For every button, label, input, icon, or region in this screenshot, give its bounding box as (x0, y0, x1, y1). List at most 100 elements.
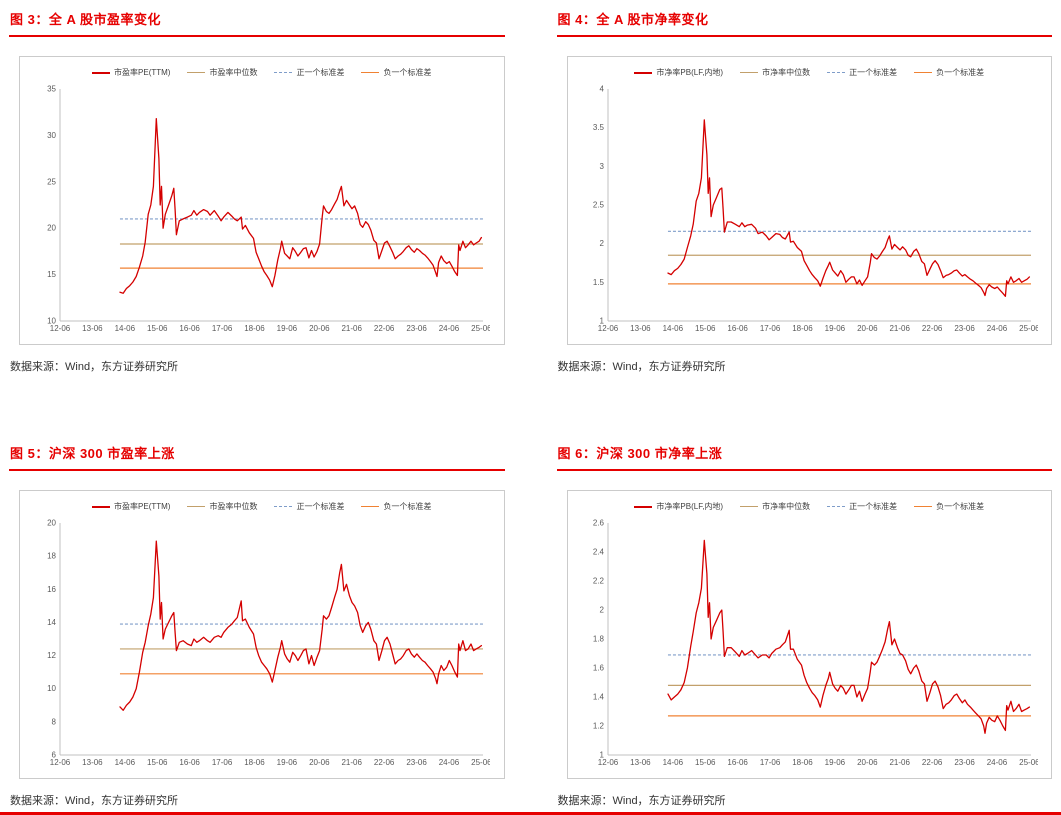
svg-text:15-06: 15-06 (695, 758, 716, 767)
svg-text:1: 1 (599, 751, 604, 760)
legend-item: 市净率中位数 (740, 67, 810, 78)
svg-text:16-06: 16-06 (727, 758, 748, 767)
chart-box: 市盈率PE(TTM) 市盈率中位数 正一个标准差 负一个标准差 10 15 20 25… (19, 56, 505, 345)
svg-text:15-06: 15-06 (147, 758, 168, 767)
svg-text:12-06: 12-06 (50, 324, 71, 333)
svg-text:2: 2 (599, 606, 604, 615)
chart-legend: 市盈率PE(TTM) 市盈率中位数 正一个标准差 负一个标准差 (30, 67, 494, 78)
svg-text:15-06: 15-06 (695, 324, 716, 333)
median-line-swatch-icon (740, 72, 759, 73)
svg-text:18-06: 18-06 (792, 758, 813, 767)
svg-text:20: 20 (47, 519, 56, 528)
legend-label: 市盈率中位数 (209, 502, 258, 511)
svg-text:14-06: 14-06 (662, 324, 683, 333)
svg-text:13-06: 13-06 (630, 324, 651, 333)
legend-label: 市盈率中位数 (209, 68, 258, 77)
svg-text:2.5: 2.5 (592, 201, 604, 210)
svg-text:18-06: 18-06 (244, 324, 265, 333)
figure-4-panel: 图 4：全 A 股市净率变化 市净率PB(LF,内地) 市净率中位数 正一个标准… (556, 8, 1052, 374)
minus-std-swatch-icon (361, 72, 380, 73)
svg-text:2: 2 (599, 239, 604, 248)
chart-box: 市净率PB(LF,内地) 市净率中位数 正一个标准差 负一个标准差 1 1.5 2 2… (566, 56, 1052, 345)
data-source: 数据来源：Wind，东方证券研究所 (10, 361, 179, 373)
legend-label: 负一个标准差 (936, 502, 985, 511)
svg-text:2.4: 2.4 (592, 548, 604, 557)
chart-canvas: 1 1.5 2 2.5 3 3.5 4 12-06 13-06 14-06 15-06 16-06 17… (592, 85, 1037, 334)
figure-title: 图 4：全 A 股市净率变化 (556, 8, 1052, 37)
legend-label: 负一个标准差 (383, 68, 432, 77)
svg-text:17-06: 17-06 (759, 758, 780, 767)
svg-text:3: 3 (599, 162, 604, 171)
legend-item: 正一个标准差 (827, 501, 897, 512)
svg-text:3.5: 3.5 (592, 123, 604, 132)
svg-text:1.2: 1.2 (592, 722, 604, 731)
svg-text:1.5: 1.5 (592, 278, 604, 287)
svg-text:12-06: 12-06 (50, 758, 71, 767)
svg-text:25-06: 25-06 (471, 324, 490, 333)
legend-item: 市盈率PE(TTM) (92, 501, 170, 512)
legend-label: 市净率中位数 (762, 502, 811, 511)
svg-text:13-06: 13-06 (82, 324, 103, 333)
median-line-swatch-icon (187, 72, 206, 73)
svg-text:17-06: 17-06 (212, 324, 233, 333)
legend-label: 正一个标准差 (849, 502, 898, 511)
median-line-swatch-icon (740, 506, 759, 507)
svg-text:19-06: 19-06 (277, 758, 298, 767)
svg-text:16: 16 (47, 585, 56, 594)
svg-text:19-06: 19-06 (277, 324, 298, 333)
svg-text:23-06: 23-06 (954, 324, 975, 333)
svg-text:23-06: 23-06 (954, 758, 975, 767)
svg-text:25-06: 25-06 (471, 758, 490, 767)
chart-box: 市净率PB(LF,内地) 市净率中位数 正一个标准差 负一个标准差 1 1.2 1.… (566, 490, 1052, 779)
svg-text:20-06: 20-06 (857, 324, 878, 333)
page-footer-rule (0, 812, 1061, 815)
svg-text:20-06: 20-06 (857, 758, 878, 767)
svg-text:20: 20 (47, 224, 56, 233)
svg-text:18: 18 (47, 552, 56, 561)
svg-text:2.6: 2.6 (592, 519, 604, 528)
svg-text:15: 15 (47, 270, 56, 279)
chart-canvas: 6 8 10 12 14 16 18 20 12-06 13-06 14-06 15-06 16-06 1… (47, 519, 490, 768)
chart-legend: 市净率PB(LF,内地) 市净率中位数 正一个标准差 负一个标准差 (578, 501, 1042, 512)
figure-3-panel: 图 3：全 A 股市盈率变化 市盈率PE(TTM) 市盈率中位数 正一个标准差 … (9, 8, 505, 374)
legend-label: 正一个标准差 (849, 68, 898, 77)
svg-text:1: 1 (599, 317, 604, 326)
chart-legend: 市净率PB(LF,内地) 市净率中位数 正一个标准差 负一个标准差 (578, 67, 1042, 78)
svg-text:23-06: 23-06 (406, 324, 427, 333)
svg-text:18-06: 18-06 (244, 758, 265, 767)
svg-text:12-06: 12-06 (597, 324, 618, 333)
svg-text:4: 4 (599, 85, 604, 94)
svg-text:1.8: 1.8 (592, 635, 604, 644)
legend-label: 市盈率PE(TTM) (114, 502, 171, 511)
svg-text:16-06: 16-06 (179, 324, 200, 333)
svg-text:16-06: 16-06 (727, 324, 748, 333)
minus-std-swatch-icon (361, 506, 380, 507)
svg-text:20-06: 20-06 (309, 758, 330, 767)
svg-text:14: 14 (47, 618, 56, 627)
svg-text:35: 35 (47, 85, 56, 94)
legend-label: 正一个标准差 (296, 502, 345, 511)
svg-text:8: 8 (52, 717, 57, 726)
svg-text:15-06: 15-06 (147, 324, 168, 333)
svg-text:1.6: 1.6 (592, 664, 604, 673)
data-source: 数据来源：Wind，东方证券研究所 (10, 795, 179, 807)
chart-legend: 市盈率PE(TTM) 市盈率中位数 正一个标准差 负一个标准差 (30, 501, 494, 512)
legend-label: 正一个标准差 (296, 68, 345, 77)
main-line-swatch-icon (634, 505, 653, 508)
svg-text:16-06: 16-06 (179, 758, 200, 767)
svg-text:24-06: 24-06 (439, 758, 460, 767)
svg-text:20-06: 20-06 (309, 324, 330, 333)
plus-std-swatch-icon (827, 72, 846, 73)
svg-text:22-06: 22-06 (374, 758, 395, 767)
svg-text:22-06: 22-06 (374, 324, 395, 333)
svg-text:14-06: 14-06 (662, 758, 683, 767)
legend-item: 市盈率PE(TTM) (92, 67, 170, 78)
svg-text:21-06: 21-06 (889, 758, 910, 767)
main-line-swatch-icon (92, 71, 111, 74)
legend-item: 负一个标准差 (361, 501, 431, 512)
legend-label: 市净率中位数 (762, 68, 811, 77)
legend-item: 正一个标准差 (827, 67, 897, 78)
svg-text:21-06: 21-06 (341, 758, 362, 767)
legend-item: 正一个标准差 (274, 67, 344, 78)
